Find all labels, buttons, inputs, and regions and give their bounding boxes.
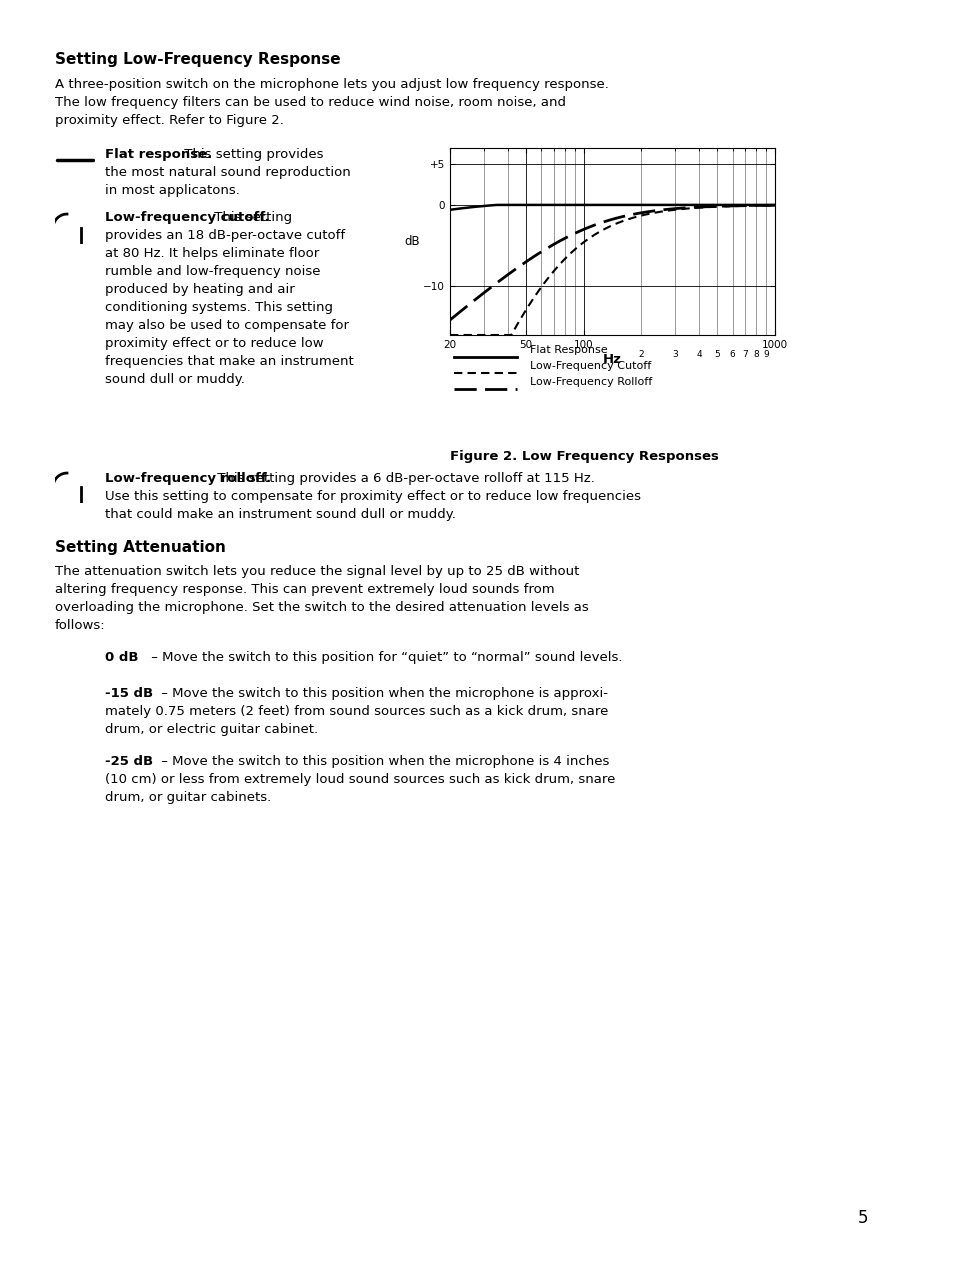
Text: The attenuation switch lets you reduce the signal level by up to 25 dB without: The attenuation switch lets you reduce t…: [55, 565, 578, 577]
Text: may also be used to compensate for: may also be used to compensate for: [105, 319, 349, 332]
Text: A three-position switch on the microphone lets you adjust low frequency response: A three-position switch on the microphon…: [55, 78, 608, 92]
Text: Low-Frequency Cutoff: Low-Frequency Cutoff: [530, 361, 651, 371]
Text: follows:: follows:: [55, 619, 106, 632]
Text: English: English: [898, 200, 910, 251]
Text: rumble and low-frequency noise: rumble and low-frequency noise: [105, 265, 320, 279]
Text: Low-frequency cutoff.: Low-frequency cutoff.: [105, 211, 270, 224]
Text: produced by heating and air: produced by heating and air: [105, 282, 294, 296]
Text: Low-frequency rolloff.: Low-frequency rolloff.: [105, 472, 271, 485]
Text: 0 dB: 0 dB: [105, 651, 138, 664]
Text: sound dull or muddy.: sound dull or muddy.: [105, 373, 245, 385]
Text: – Move the switch to this position when the microphone is approxi-: – Move the switch to this position when …: [157, 687, 607, 700]
Text: that could make an instrument sound dull or muddy.: that could make an instrument sound dull…: [105, 508, 456, 522]
Text: proximity effect or to reduce low: proximity effect or to reduce low: [105, 337, 323, 350]
Text: conditioning systems. This setting: conditioning systems. This setting: [105, 301, 333, 314]
Text: drum, or guitar cabinets.: drum, or guitar cabinets.: [105, 791, 271, 804]
Text: Use this setting to compensate for proximity effect or to reduce low frequencies: Use this setting to compensate for proxi…: [105, 490, 640, 502]
Text: 6: 6: [729, 350, 735, 359]
Text: overloading the microphone. Set the switch to the desired attenuation levels as: overloading the microphone. Set the swit…: [55, 600, 588, 614]
Text: Figure 2. Low Frequency Responses: Figure 2. Low Frequency Responses: [450, 450, 719, 463]
Y-axis label: dB: dB: [404, 235, 419, 248]
Text: -25 dB: -25 dB: [105, 756, 153, 768]
Text: provides an 18 dB-per-octave cutoff: provides an 18 dB-per-octave cutoff: [105, 229, 345, 242]
Text: frequencies that make an instrument: frequencies that make an instrument: [105, 355, 354, 368]
Text: 5: 5: [857, 1210, 868, 1227]
Text: The low frequency filters can be used to reduce wind noise, room noise, and: The low frequency filters can be used to…: [55, 95, 565, 109]
Text: mately 0.75 meters (2 feet) from sound sources such as a kick drum, snare: mately 0.75 meters (2 feet) from sound s…: [105, 705, 608, 717]
Text: altering frequency response. This can prevent extremely loud sounds from: altering frequency response. This can pr…: [55, 583, 554, 597]
Text: 2: 2: [638, 350, 643, 359]
Text: -15 dB: -15 dB: [105, 687, 153, 700]
Text: Flat Response: Flat Response: [530, 345, 607, 355]
Text: Flat response.: Flat response.: [105, 148, 212, 162]
Text: 9: 9: [762, 350, 768, 359]
Text: Low-Frequency Rolloff: Low-Frequency Rolloff: [530, 377, 652, 387]
Text: This setting provides: This setting provides: [180, 148, 323, 162]
Text: – Move the switch to this position when the microphone is 4 inches: – Move the switch to this position when …: [157, 756, 609, 768]
Text: in most applicatons.: in most applicatons.: [105, 184, 239, 197]
Text: 3: 3: [672, 350, 678, 359]
Text: 7: 7: [741, 350, 747, 359]
Text: proximity effect. Refer to Figure 2.: proximity effect. Refer to Figure 2.: [55, 114, 284, 127]
Text: 5: 5: [714, 350, 720, 359]
Text: This setting: This setting: [210, 211, 292, 224]
Text: the most natural sound reproduction: the most natural sound reproduction: [105, 167, 351, 179]
Text: (10 cm) or less from extremely loud sound sources such as kick drum, snare: (10 cm) or less from extremely loud soun…: [105, 773, 615, 786]
Text: Setting Low-Frequency Response: Setting Low-Frequency Response: [55, 52, 340, 67]
Text: – Move the switch to this position for “quiet” to “normal” sound levels.: – Move the switch to this position for “…: [147, 651, 622, 664]
Text: drum, or electric guitar cabinet.: drum, or electric guitar cabinet.: [105, 722, 317, 736]
Text: 8: 8: [753, 350, 759, 359]
Text: This setting provides a 6 dB-per-octave rolloff at 115 Hz.: This setting provides a 6 dB-per-octave …: [213, 472, 595, 485]
X-axis label: Hz: Hz: [602, 352, 621, 365]
Text: 4: 4: [696, 350, 701, 359]
Text: at 80 Hz. It helps eliminate floor: at 80 Hz. It helps eliminate floor: [105, 247, 319, 259]
Text: Setting Attenuation: Setting Attenuation: [55, 541, 226, 555]
